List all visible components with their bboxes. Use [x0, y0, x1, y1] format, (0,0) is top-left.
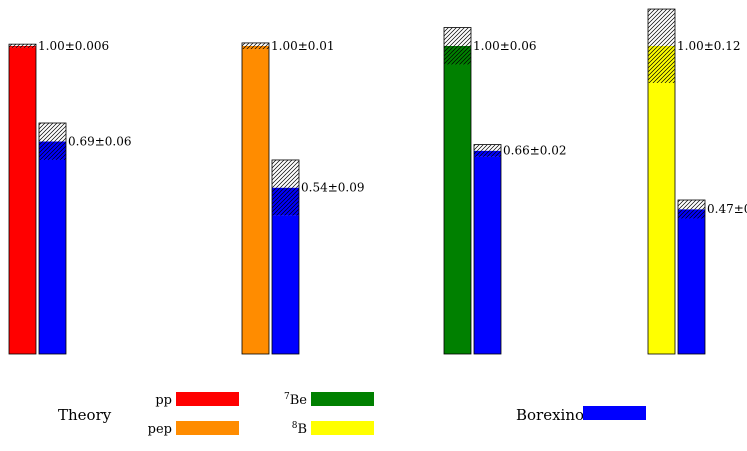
borexino-8b-bar-group [677, 199, 706, 355]
legend-label-8b: 8B [292, 421, 307, 437]
theory-7be-bar-outline [443, 27, 472, 355]
theory-8b-value-label: 1.00±0.12 [677, 39, 741, 53]
theory-pep-bar [242, 49, 269, 355]
borexino-8b-bar [678, 218, 705, 354]
borexino-pp-value-label: 0.69±0.06 [68, 134, 132, 148]
theory-pep-lower-error-hatch [242, 46, 269, 50]
legend-swatch-8b [311, 421, 374, 435]
theory-pp-upper-error-hatch [9, 44, 36, 46]
theory-7be-bar [444, 64, 471, 354]
theory-pep-upper-error-hatch [242, 42, 269, 46]
legend-swatch-borexino [583, 406, 646, 420]
borexino-7be-bar [474, 156, 501, 354]
borexino-pep-bar [272, 215, 299, 354]
legend-label-pep: pep [148, 422, 172, 437]
theory-8b-bar [648, 82, 675, 355]
theory-7be-bar-group [443, 27, 472, 355]
borexino-pp-upper-error-hatch [39, 123, 66, 142]
borexino-7be-upper-error-hatch [474, 144, 501, 151]
theory-7be-value-label: 1.00±0.06 [473, 39, 537, 53]
borexino-7be-bar-group [473, 144, 502, 355]
bars-layer [8, 8, 706, 355]
legend-swatch-7be [311, 392, 374, 406]
legend-swatch-pp [176, 392, 239, 406]
theory-pp-lower-error-hatch [9, 46, 36, 48]
theory-pp-bar-group [8, 43, 37, 355]
borexino-pp-lower-error-hatch [39, 141, 66, 160]
theory-8b-bar-group [647, 8, 676, 355]
value-labels-layer: 1.00±0.006 0.69±0.06 1.00±0.01 0.54±0.09 1.0… [38, 39, 747, 216]
legend-label-7be: 7Be [284, 392, 307, 408]
borexino-pep-bar-outline [271, 159, 300, 355]
theory-pp-bar-outline [8, 43, 37, 355]
borexino-8b-upper-error-hatch [678, 200, 705, 210]
theory-7be-upper-error-hatch [444, 27, 471, 46]
legend-borexino-label: Borexino [516, 406, 584, 424]
borexino-pep-lower-error-hatch [272, 187, 299, 216]
borexino-pep-upper-error-hatch [272, 159, 299, 188]
borexino-8b-bar-outline [677, 199, 706, 355]
theory-pp-bar [9, 47, 36, 355]
legend: Theory pp pep 7Be 8B Borexino [58, 392, 646, 437]
legend-label-pp: pp [155, 393, 172, 408]
borexino-pp-bar-group [38, 122, 67, 355]
theory-pp-value-label: 1.00±0.006 [38, 39, 109, 53]
theory-8b-lower-error-hatch [648, 46, 675, 83]
borexino-pp-bar [39, 159, 66, 354]
borexino-pep-bar-group [271, 159, 300, 355]
theory-pep-value-label: 1.00±0.01 [271, 39, 335, 53]
borexino-7be-lower-error-hatch [474, 150, 501, 157]
borexino-8b-lower-error-hatch [678, 209, 705, 219]
theory-7be-lower-error-hatch [444, 46, 471, 65]
theory-pep-bar-outline [241, 42, 270, 355]
borexino-7be-value-label: 0.66±0.02 [503, 144, 567, 158]
theory-8b-bar-outline [647, 8, 676, 355]
borexino-pp-bar-outline [38, 122, 67, 355]
theory-pep-bar-group [241, 42, 270, 355]
borexino-pep-value-label: 0.54±0.09 [301, 181, 365, 195]
legend-swatch-pep [176, 421, 239, 435]
borexino-7be-bar-outline [473, 144, 502, 355]
theory-8b-upper-error-hatch [648, 9, 675, 46]
borexino-8b-value-label: 0.47±0.03 [707, 202, 747, 216]
legend-theory-label: Theory [58, 406, 112, 424]
